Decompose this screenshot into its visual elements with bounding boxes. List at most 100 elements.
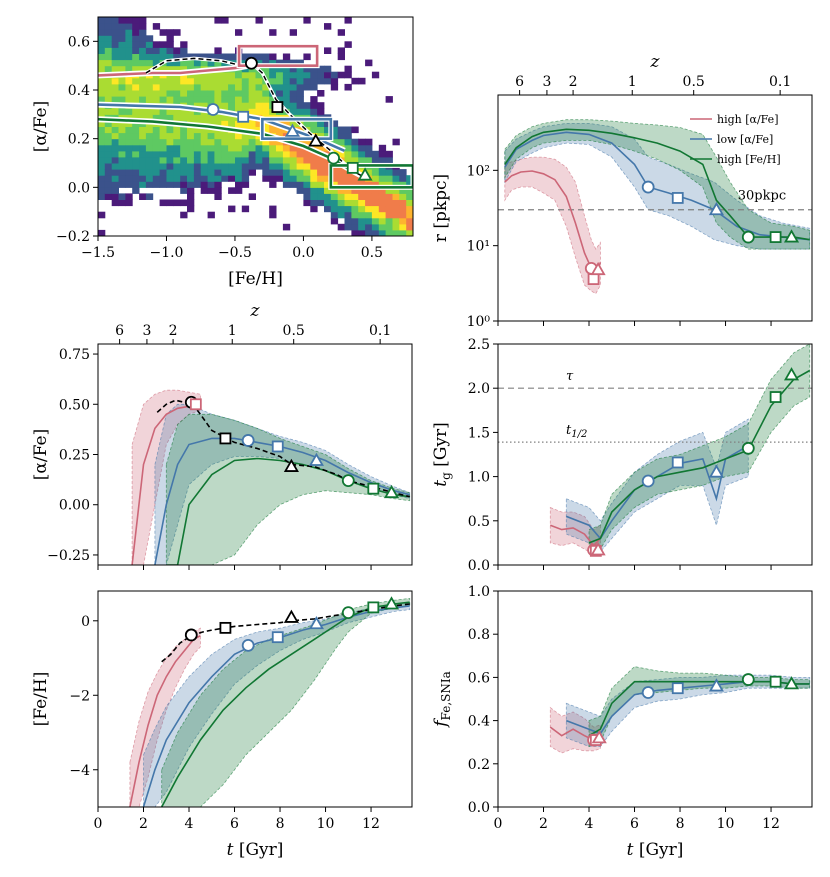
- heatmap-cell: [159, 114, 167, 121]
- heatmap-cell: [324, 169, 332, 176]
- y-tick-label: 1.5: [468, 425, 490, 441]
- heatmap-cell: [358, 199, 366, 207]
- plot-area: [498, 119, 812, 295]
- heatmap-cell: [371, 229, 380, 236]
- marker-high_feh-circle: [341, 474, 355, 488]
- heatmap-cell: [98, 181, 106, 188]
- heatmap-cell: [330, 175, 339, 182]
- heatmap-cell: [221, 150, 229, 158]
- heatmap-cell: [330, 83, 339, 91]
- heatmap-cell: [152, 156, 161, 164]
- heatmap-cell: [289, 59, 297, 67]
- heatmap-cell: [269, 175, 277, 182]
- heatmap-cell: [207, 138, 215, 146]
- band-low_alpha: [143, 601, 411, 807]
- heatmap-cell: [296, 150, 304, 158]
- y-tick-label: 0.2: [68, 132, 90, 148]
- heatmap-cell: [152, 138, 161, 146]
- x-axis-label-unit: [Gyr]: [233, 840, 283, 860]
- band-high_alpha: [504, 156, 601, 295]
- heatmap-cell: [125, 126, 133, 134]
- heatmap-cell: [392, 211, 400, 219]
- heatmap-cell: [180, 108, 188, 115]
- heatmap-cell: [173, 138, 181, 146]
- heatmap-cell: [159, 77, 167, 85]
- heatmap-cell: [118, 65, 126, 73]
- heatmap-cell: [180, 150, 188, 158]
- heatmap-cell: [262, 120, 270, 127]
- heatmap-cell: [187, 77, 195, 85]
- heatmap-cell: [104, 163, 113, 170]
- heatmap-cell: [262, 108, 270, 115]
- heatmap-cell: [200, 156, 208, 164]
- y-axis-label-part: [Gyr]: [431, 422, 451, 472]
- heatmap-cell: [228, 71, 236, 79]
- marker-high_feh-square: [769, 675, 782, 688]
- heatmap-cell: [104, 65, 113, 73]
- heatmap-cell: [145, 35, 154, 42]
- heatmap-cell: [378, 156, 387, 164]
- heatmap-cell: [132, 163, 140, 170]
- heatmap-cell: [200, 71, 208, 79]
- heatmap-cell: [207, 163, 215, 170]
- heatmap-cell: [104, 150, 113, 158]
- heatmap-cell: [145, 90, 154, 97]
- heatmap-cell: [330, 187, 339, 194]
- heatmap-cell: [262, 144, 270, 152]
- heatmap-cell: [262, 169, 270, 176]
- heatmap-cell: [228, 144, 236, 152]
- heatmap-cell: [289, 77, 297, 85]
- heatmap-cell: [330, 217, 339, 225]
- heatmap-cell: [269, 138, 277, 146]
- x-tick-label: 6: [630, 816, 639, 832]
- heatmap-cell: [200, 90, 208, 97]
- heatmap-cell: [159, 156, 167, 164]
- heatmap-cell: [111, 175, 119, 182]
- marker-low_alpha-triangle: [284, 123, 301, 137]
- heatmap-cell: [337, 169, 345, 176]
- heatmap-cell: [152, 175, 161, 182]
- heatmap-cell: [378, 175, 387, 182]
- heatmap-cell: [207, 77, 215, 85]
- marker-high_feh-square: [367, 482, 380, 495]
- heatmap-cell: [255, 90, 263, 97]
- heatmap-cell: [118, 59, 126, 67]
- heatmap-cell: [132, 169, 140, 176]
- heatmap-cell: [125, 29, 133, 36]
- heatmap-cell: [344, 223, 352, 231]
- heatmap-cell: [173, 96, 181, 103]
- heatmap-cell: [139, 35, 147, 42]
- heatmap-cell: [344, 132, 352, 140]
- heatmap-cell: [173, 108, 181, 115]
- heatmap-cell: [98, 35, 106, 42]
- heatmap-cell: [111, 53, 119, 61]
- marker-high_alpha-triangle: [590, 261, 606, 276]
- heatmap-cell: [104, 53, 113, 61]
- band-high_feh: [165, 413, 411, 565]
- heatmap-cell: [98, 47, 106, 54]
- heatmap-cell: [358, 187, 366, 194]
- heatmap-cell: [289, 181, 297, 188]
- heatmap-cell: [152, 126, 161, 134]
- heatmap-cell: [317, 163, 325, 170]
- heatmap-cell: [214, 114, 222, 121]
- heatmap-cell: [200, 138, 208, 146]
- x-tick-label: −1.5: [81, 245, 115, 261]
- heatmap-cell: [125, 181, 133, 188]
- heatmap-cell: [166, 59, 174, 67]
- heatmap-cell: [255, 108, 263, 115]
- heatmap-cell: [255, 138, 263, 146]
- heatmap-cell: [371, 211, 380, 219]
- heatmap-cell: [187, 163, 195, 170]
- heatmap-cell: [365, 205, 373, 213]
- heatmap-cell: [282, 59, 291, 67]
- y-tick-label: 2.0: [468, 381, 490, 397]
- heatmap-cell: [139, 53, 147, 61]
- heatmap-cell: [248, 102, 256, 109]
- heatmap-cell: [152, 90, 161, 97]
- heatmap-cell: [221, 83, 229, 91]
- heatmap-cell: [111, 17, 119, 24]
- hline-label: t1/2: [566, 423, 587, 440]
- heatmap-cell: [118, 41, 126, 48]
- heatmap-cell: [152, 65, 161, 73]
